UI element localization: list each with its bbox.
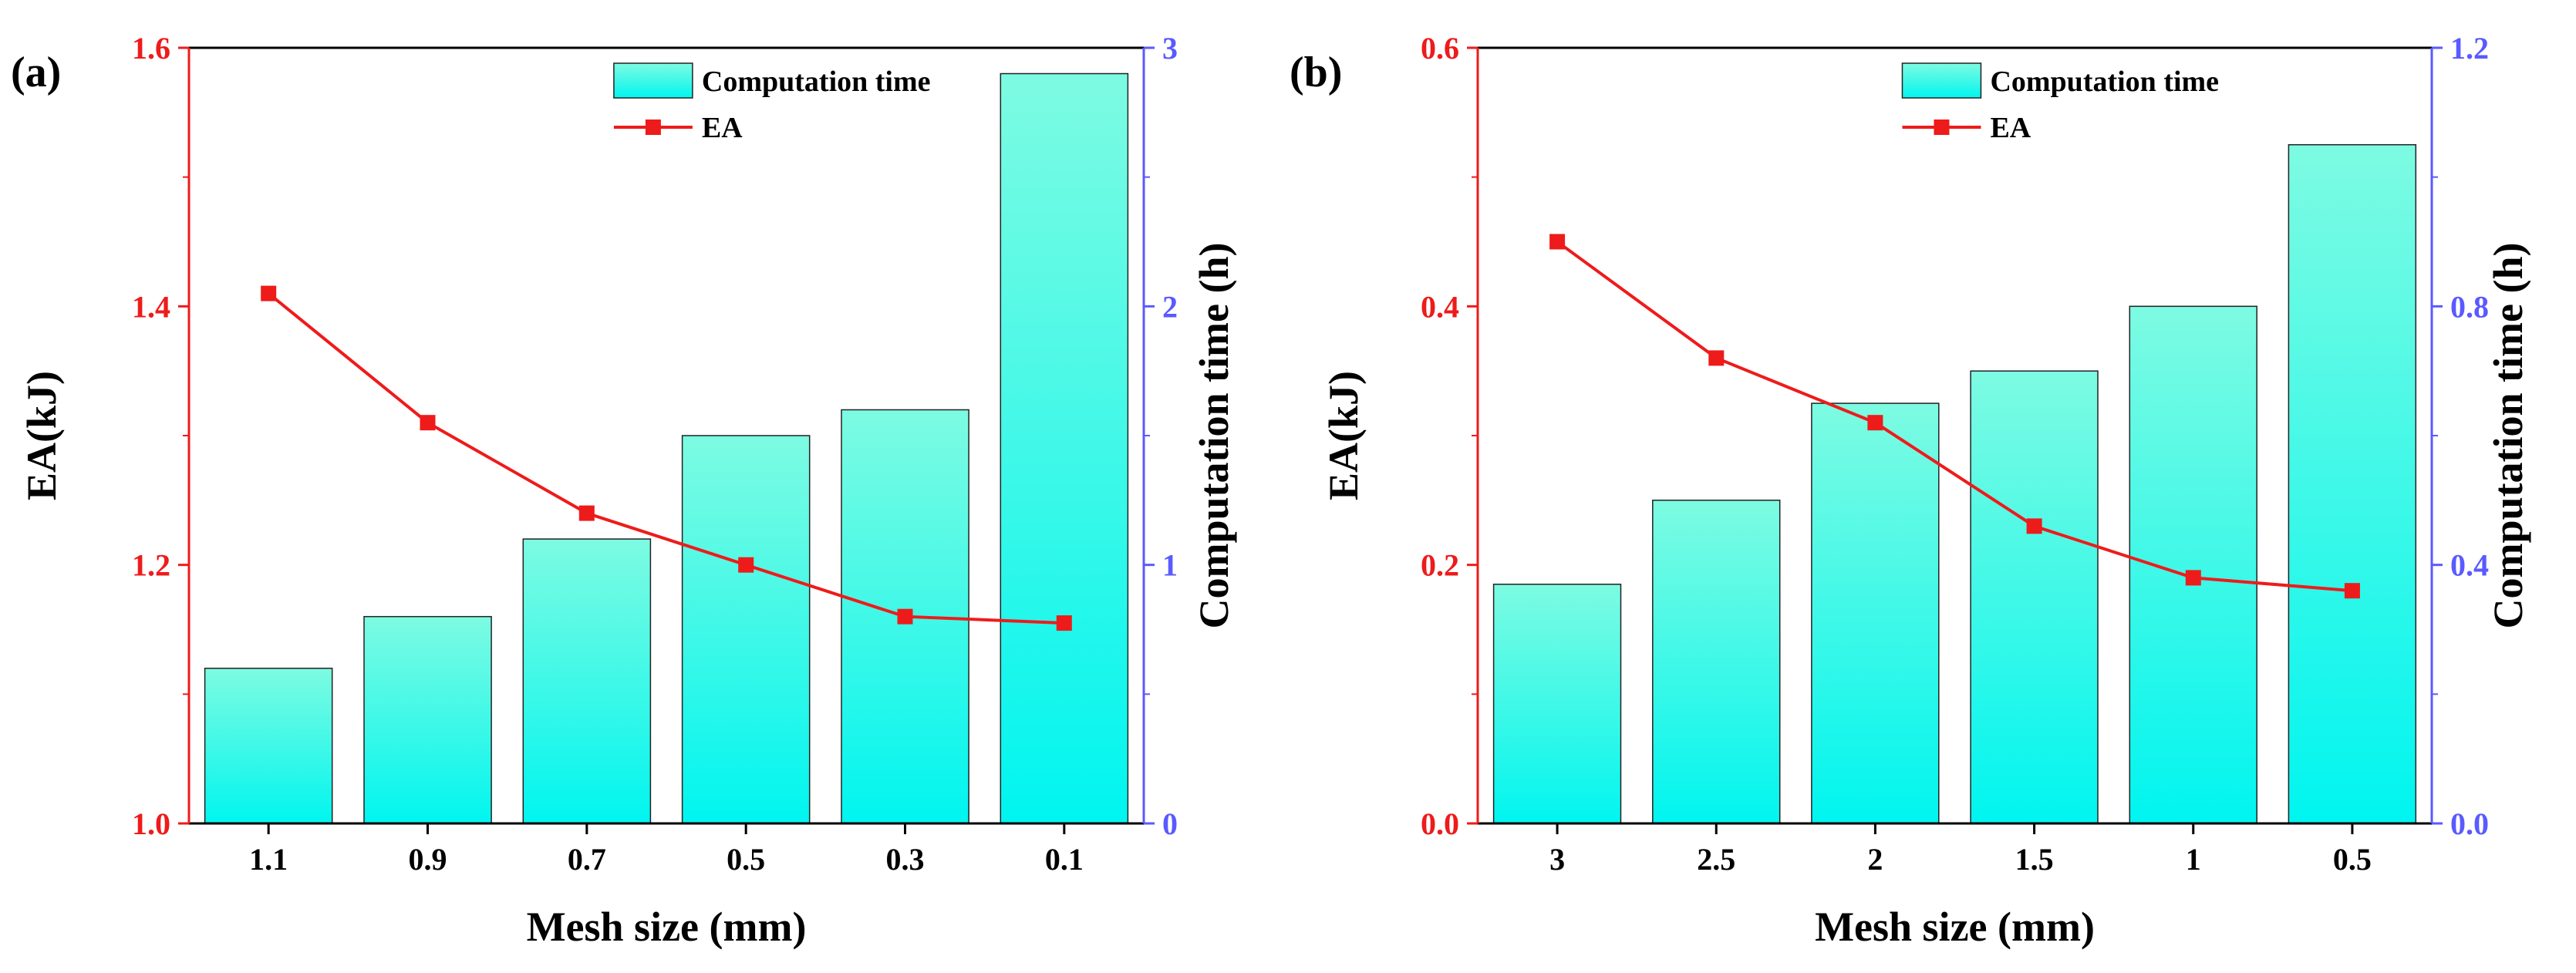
ea-marker bbox=[1549, 234, 1566, 250]
x-tick-label: 0.5 bbox=[2333, 842, 2372, 877]
chart-panel-b: 0.0 0.2 0.4 0.6 0.0 0.4 0.8 1.2 3 2.5 2 1.5 1 0.5 Comp… bbox=[1290, 31, 2531, 950]
panel-label: (b) bbox=[1290, 49, 1342, 96]
x-axis-title: Mesh size (mm) bbox=[1815, 904, 2095, 950]
panel-label: (a) bbox=[11, 49, 61, 96]
bar-computation-time bbox=[363, 615, 492, 824]
bar-computation-time bbox=[1811, 402, 1940, 824]
y-tick-label-left: 0.4 bbox=[1421, 289, 1459, 324]
ea-marker bbox=[261, 285, 277, 301]
x-tick-label: 0.3 bbox=[886, 842, 925, 877]
bar-computation-time bbox=[522, 538, 652, 824]
ea-marker bbox=[578, 505, 595, 521]
legend-marker-ea bbox=[1934, 120, 1950, 135]
y-tick-label-left: 1.6 bbox=[132, 31, 170, 66]
y-tick-label-left: 0.0 bbox=[1421, 806, 1459, 841]
ea-marker bbox=[897, 608, 913, 625]
y-axis-title-left: EA(kJ) bbox=[1320, 371, 1367, 500]
y-axis-title-right: Computation time (h) bbox=[1191, 243, 1237, 629]
bar-computation-time bbox=[1000, 72, 1129, 824]
y-tick-label-left: 0.2 bbox=[1421, 548, 1459, 583]
bar-computation-time bbox=[1970, 370, 2099, 824]
y-tick-label-right: 1 bbox=[1162, 548, 1178, 583]
ea-marker bbox=[2185, 570, 2201, 586]
ea-marker bbox=[738, 557, 754, 573]
ea-marker bbox=[1056, 615, 1072, 631]
x-tick-label: 3 bbox=[1549, 842, 1565, 877]
y-tick-label-right: 2 bbox=[1162, 289, 1178, 324]
x-tick-label: 0.7 bbox=[568, 842, 606, 877]
x-tick-label: 0.1 bbox=[1045, 842, 1084, 877]
legend-swatch-computation-time bbox=[1901, 62, 1982, 99]
x-tick-label: 2.5 bbox=[1697, 842, 1735, 877]
legend-marker-ea bbox=[645, 120, 661, 135]
x-tick-label: 2 bbox=[1867, 842, 1883, 877]
bar-computation-time bbox=[1492, 584, 1622, 824]
y-tick-label-right: 0.8 bbox=[2450, 289, 2489, 324]
y-tick-label-left: 1.0 bbox=[132, 806, 170, 841]
y-tick-label-right: 0.0 bbox=[2450, 806, 2489, 841]
x-tick-label: 1 bbox=[2186, 842, 2201, 877]
x-tick-label: 0.5 bbox=[727, 842, 765, 877]
chart-panel-a: 1.0 1.2 1.4 1.6 0 1 2 3 1.1 0.9 0.7 0.5 0.3 0.1 Comput… bbox=[11, 31, 1237, 950]
ea-marker bbox=[1708, 350, 1725, 366]
y-axis-title-right: Computation time (h) bbox=[2485, 243, 2531, 629]
bar-computation-time bbox=[204, 668, 333, 824]
y-tick-label-right: 0 bbox=[1162, 806, 1178, 841]
ea-line bbox=[267, 292, 1064, 625]
bar-computation-time bbox=[681, 435, 811, 824]
x-tick-label: 1.5 bbox=[2015, 842, 2054, 877]
legend-swatch-computation-time bbox=[613, 62, 693, 99]
x-tick-label: 1.1 bbox=[249, 842, 288, 877]
ea-marker bbox=[2026, 518, 2042, 534]
x-axis-title: Mesh size (mm) bbox=[527, 904, 807, 950]
ea-marker bbox=[1867, 415, 1883, 431]
ea-line bbox=[1556, 240, 2353, 593]
y-axis-title-left: EA(kJ) bbox=[19, 371, 65, 500]
x-tick-label: 0.9 bbox=[409, 842, 447, 877]
bar-computation-time bbox=[2288, 143, 2417, 824]
y-tick-label-left: 1.4 bbox=[132, 289, 170, 324]
legend-label-ea: EA bbox=[702, 112, 743, 144]
y-tick-label-right: 3 bbox=[1162, 31, 1178, 66]
bar-computation-time bbox=[1652, 500, 1781, 824]
legend-label-computation-time: Computation time bbox=[702, 66, 931, 98]
legend-label-ea: EA bbox=[1990, 112, 2031, 144]
ea-marker bbox=[2344, 583, 2360, 599]
y-tick-label-left: 0.6 bbox=[1421, 31, 1459, 66]
ea-marker bbox=[420, 415, 436, 431]
y-tick-label-left: 1.2 bbox=[132, 548, 170, 583]
y-tick-label-right: 0.4 bbox=[2450, 548, 2489, 583]
legend-label-computation-time: Computation time bbox=[1990, 66, 2219, 98]
y-tick-label-right: 1.2 bbox=[2450, 31, 2489, 66]
